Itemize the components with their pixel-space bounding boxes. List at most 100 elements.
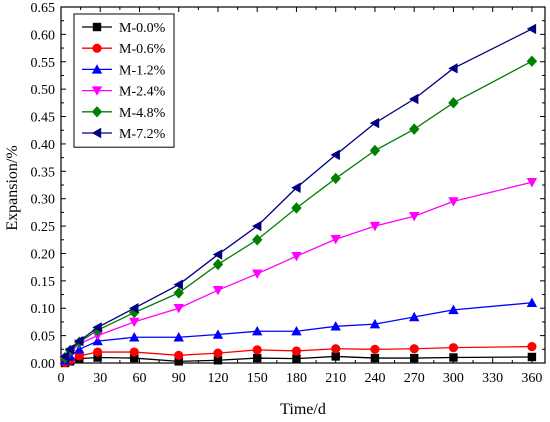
data-point [292, 354, 301, 363]
data-point [93, 353, 102, 362]
x-tick-label: 0 [58, 371, 65, 386]
data-point [370, 344, 380, 354]
x-axis-label: Time/d [280, 401, 326, 418]
x-tick-label: 30 [93, 371, 107, 386]
data-point [173, 332, 184, 342]
data-point [369, 117, 380, 129]
data-point [252, 220, 262, 232]
y-axis-ticks: 0.00 0.05 0.10 0.15 0.20 0.25 0.30 0.35 0.40 0.45… [31, 1, 545, 372]
x-tick-label: 360 [521, 371, 542, 386]
data-point [291, 182, 301, 193]
data-point [173, 304, 184, 314]
x-tick-label: 240 [364, 371, 385, 386]
series-1 [60, 341, 537, 368]
data-point [252, 326, 263, 336]
series-5 [59, 23, 537, 362]
x-tick-label: 210 [325, 371, 346, 386]
data-point [408, 93, 419, 105]
legend-label: M-1.2% [119, 63, 166, 78]
data-point [174, 350, 184, 360]
data-point [252, 234, 263, 246]
data-point [448, 343, 459, 353]
y-tick-label: 0.30 [31, 193, 56, 208]
y-tick-label: 0.35 [31, 165, 56, 180]
data-point [291, 202, 302, 214]
y-tick-label: 0.10 [31, 302, 56, 317]
y-axis-label: Expansion/% [4, 145, 21, 230]
x-tick-label: 150 [247, 371, 268, 386]
data-point [527, 352, 537, 362]
data-point [174, 357, 183, 366]
legend-label: M-0.6% [119, 42, 166, 57]
y-tick-label: 0.45 [31, 111, 56, 126]
legend-label: M-4.8% [119, 106, 166, 121]
data-point [526, 55, 538, 67]
data-point [213, 356, 223, 365]
data-point [409, 344, 419, 354]
data-point [408, 123, 420, 135]
data-point [213, 348, 223, 358]
data-point [129, 332, 140, 342]
series-layer [59, 23, 538, 368]
data-point [92, 331, 103, 341]
legend-box [73, 13, 175, 148]
x-tick-label: 270 [404, 371, 425, 386]
data-point [448, 304, 459, 315]
data-point [369, 318, 381, 329]
data-point [212, 329, 224, 339]
data-point [291, 346, 302, 356]
legend-label: M-0.0% [119, 21, 166, 36]
y-tick-label: 0.25 [31, 220, 56, 235]
data-point [448, 97, 459, 109]
y-tick-label: 0.40 [31, 138, 56, 153]
data-point [449, 353, 458, 362]
data-point [252, 345, 262, 355]
data-point [129, 303, 139, 314]
data-point [408, 311, 420, 322]
data-point [212, 249, 223, 260]
data-point [252, 269, 263, 279]
data-point [330, 321, 341, 331]
x-tick-label: 60 [132, 371, 146, 386]
data-point [527, 341, 537, 352]
legend-label: M-7.2% [119, 127, 166, 142]
data-point [59, 351, 70, 362]
legend-marker [91, 86, 103, 96]
series-line [64, 302, 532, 361]
y-tick-label: 0.55 [31, 56, 56, 71]
x-tick-label: 90 [172, 371, 186, 386]
legend-marker [91, 64, 103, 74]
y-tick-label: 0.05 [31, 330, 56, 345]
data-point [330, 172, 341, 185]
data-point [64, 344, 75, 355]
data-point [74, 351, 84, 361]
x-tick-label: 300 [443, 371, 464, 386]
y-tick-label: 0.60 [31, 28, 56, 43]
data-point [129, 317, 140, 328]
data-point [212, 258, 224, 271]
y-tick-label: 0.15 [31, 275, 56, 290]
legend: M-0.0% M-0.6% M-1.2% M-2.4% M-4.8% M-7.2% [73, 13, 175, 148]
legend-marker [91, 127, 102, 139]
y-tick-label: 0.65 [31, 1, 56, 16]
data-point [331, 344, 341, 354]
data-point [212, 285, 224, 296]
data-point [369, 221, 381, 232]
data-point [130, 353, 139, 363]
data-point [291, 326, 302, 336]
y-tick-label: 0.00 [31, 357, 56, 372]
data-point [448, 197, 459, 207]
data-point [370, 353, 380, 363]
x-tick-label: 120 [207, 371, 228, 386]
data-point [173, 287, 184, 299]
data-point [526, 297, 538, 307]
data-point [173, 279, 183, 290]
legend-marker [92, 22, 102, 32]
x-tick-label: 180 [286, 371, 307, 386]
legend-label: M-2.4% [119, 85, 166, 100]
legend-marker [92, 43, 102, 53]
data-point [408, 212, 420, 222]
data-point [526, 178, 538, 188]
data-point [330, 235, 341, 245]
data-point [93, 347, 103, 357]
